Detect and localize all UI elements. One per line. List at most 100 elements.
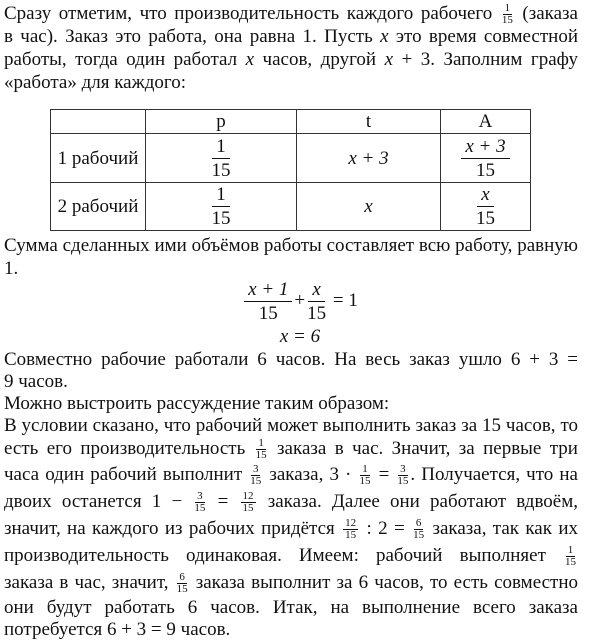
denominator: 15 [397, 475, 409, 488]
equation-rhs: = 1 [332, 289, 358, 311]
text-segment: + 3. Заполним графу [393, 49, 579, 70]
fraction: x 15 [476, 184, 495, 229]
t-cell: x [296, 182, 441, 231]
text-line: работы, тогда один работал x часов, друг… [4, 48, 578, 71]
math-variable: x [384, 49, 394, 70]
text-segment: «работа» для каждого: [4, 72, 186, 93]
numerator: 1 [256, 437, 266, 451]
text-segment: значит, на каждого из рабочих придётся [4, 518, 342, 539]
text-line: Сразу отметим, что производительность ка… [4, 2, 578, 26]
text-segment: они будут работать 6 часов. Итак, на вып… [4, 597, 578, 618]
text-segment: работы, тогда один работал [4, 49, 246, 70]
text-segment: часа один рабочий выполнит [4, 464, 249, 485]
denominator: 15 [211, 159, 231, 181]
text-segment: заказа, 3 · [263, 464, 358, 485]
text-line: 9 часов. [4, 370, 578, 393]
text-segment: заказа. Далее они работают вдвоём, [257, 491, 579, 512]
table-row: 2 рабочий 1 15 x x 15 [50, 182, 531, 231]
text-segment: потребуется 6 + 3 = 9 часов. [4, 619, 231, 640]
text-line: 1. [4, 257, 578, 280]
p-cell: 1 15 [145, 182, 297, 231]
numerator: 1 [360, 463, 370, 477]
text-segment: это время совместной [388, 26, 578, 47]
text-line: Совместно рабочие работали 6 часов. На в… [4, 348, 578, 371]
fraction: x + 1 15 [244, 279, 293, 324]
text-segment: В условии сказано, что рабочий может вып… [4, 415, 578, 436]
fraction: x 15 [307, 279, 326, 324]
denominator: 15 [307, 303, 327, 324]
denominator: 15 [250, 475, 262, 488]
numerator: 6 [413, 517, 424, 531]
table-row: 1 рабочий 1 15 x + 3 x + 3 15 [50, 133, 531, 183]
numerator: 1 [212, 184, 230, 207]
numerator: x + 3 [461, 136, 510, 159]
text-segment: : 2 = [360, 518, 412, 539]
numerator: 3 [398, 463, 408, 477]
a-cell: x + 3 15 [440, 133, 531, 183]
text-line: Сумма сделанных ими объёмов работы соста… [4, 234, 578, 257]
inline-fraction: 12 15 [343, 517, 359, 542]
text-line: в час). Заказ это работа, она равна 1. П… [4, 25, 578, 48]
text-segment: часов, другой [254, 49, 385, 70]
text-segment: 9 часов. [4, 371, 68, 392]
text-segment: заказа в час. Значит, за первые три [268, 438, 578, 459]
numerator: 1 [502, 2, 513, 16]
fraction: x + 3 15 [461, 136, 510, 181]
text-segment: = [372, 464, 396, 485]
inline-fraction: 1 15 [502, 3, 513, 26]
p-cell: 1 15 [145, 133, 297, 183]
denominator: 15 [413, 529, 425, 542]
table-header: p [145, 109, 297, 134]
table-header [50, 109, 146, 134]
denominator: 15 [194, 502, 206, 515]
denominator: 15 [476, 208, 495, 229]
numerator: 3 [195, 490, 205, 504]
numerator: 6 [177, 571, 187, 585]
denominator: 15 [501, 14, 513, 27]
numerator: 3 [250, 463, 261, 477]
text-segment: . Получается, что на [410, 464, 578, 485]
text-line: В условии сказано, что рабочий может вып… [4, 414, 578, 437]
text-line: они будут работать 6 часов. Итак, на вып… [4, 596, 578, 619]
equation-solution: x = 6 [279, 326, 321, 347]
denominator: 15 [359, 475, 371, 488]
row-label: 2 рабочий [50, 182, 146, 231]
denominator: 15 [258, 303, 278, 324]
text-segment: двоих останется 1 − [4, 491, 193, 512]
inline-fraction: 3 15 [250, 464, 261, 487]
denominator: 15 [242, 502, 254, 515]
table-header: A [440, 109, 531, 134]
inline-fraction: 6 15 [177, 572, 188, 595]
text-segment: 1. [4, 258, 19, 279]
fraction: 1 15 [212, 184, 231, 229]
text-segment: в час). Заказ это работа, она равна 1. П… [4, 26, 381, 47]
math-variable: x [245, 49, 255, 70]
inline-fraction: 1 15 [565, 545, 576, 568]
inline-fraction: 1 15 [359, 464, 370, 487]
table-header: t [296, 109, 441, 134]
text-segment: заказа, так как их [426, 518, 579, 539]
denominator: 15 [475, 159, 495, 181]
text-segment: производительность одинаковая. Имеем: ра… [4, 545, 563, 566]
numerator: x [308, 279, 325, 302]
text-segment: Совместно рабочие работали 6 часов. На в… [4, 349, 578, 370]
numerator: 12 [343, 517, 359, 531]
text-line: «работа» для каждого: [4, 71, 578, 94]
text-line: заказа в час, значит, 6 15 заказа выполни… [4, 571, 579, 595]
denominator: 15 [345, 529, 357, 542]
inline-fraction: 1 15 [256, 438, 267, 461]
text-segment: (заказа [514, 3, 578, 24]
text-segment: есть его производительность [4, 438, 254, 459]
fraction: 1 15 [212, 136, 231, 181]
denominator: 15 [255, 449, 267, 462]
text-line: двоих останется 1 − 3 15 = 12 15 заказа. Д… [4, 490, 579, 515]
numerator: 1 [212, 136, 230, 159]
inline-fraction: 6 15 [413, 518, 424, 541]
text-line: Можно выстроить рассуждение таким образо… [4, 392, 578, 415]
numerator: x + 1 [244, 279, 293, 302]
text-segment: заказа выполнит за 6 часов, то есть совм… [189, 572, 579, 593]
numerator: 12 [240, 490, 256, 504]
text-segment: Можно выстроить рассуждение таким образо… [4, 393, 390, 414]
table-header-row: p t A [50, 109, 531, 134]
